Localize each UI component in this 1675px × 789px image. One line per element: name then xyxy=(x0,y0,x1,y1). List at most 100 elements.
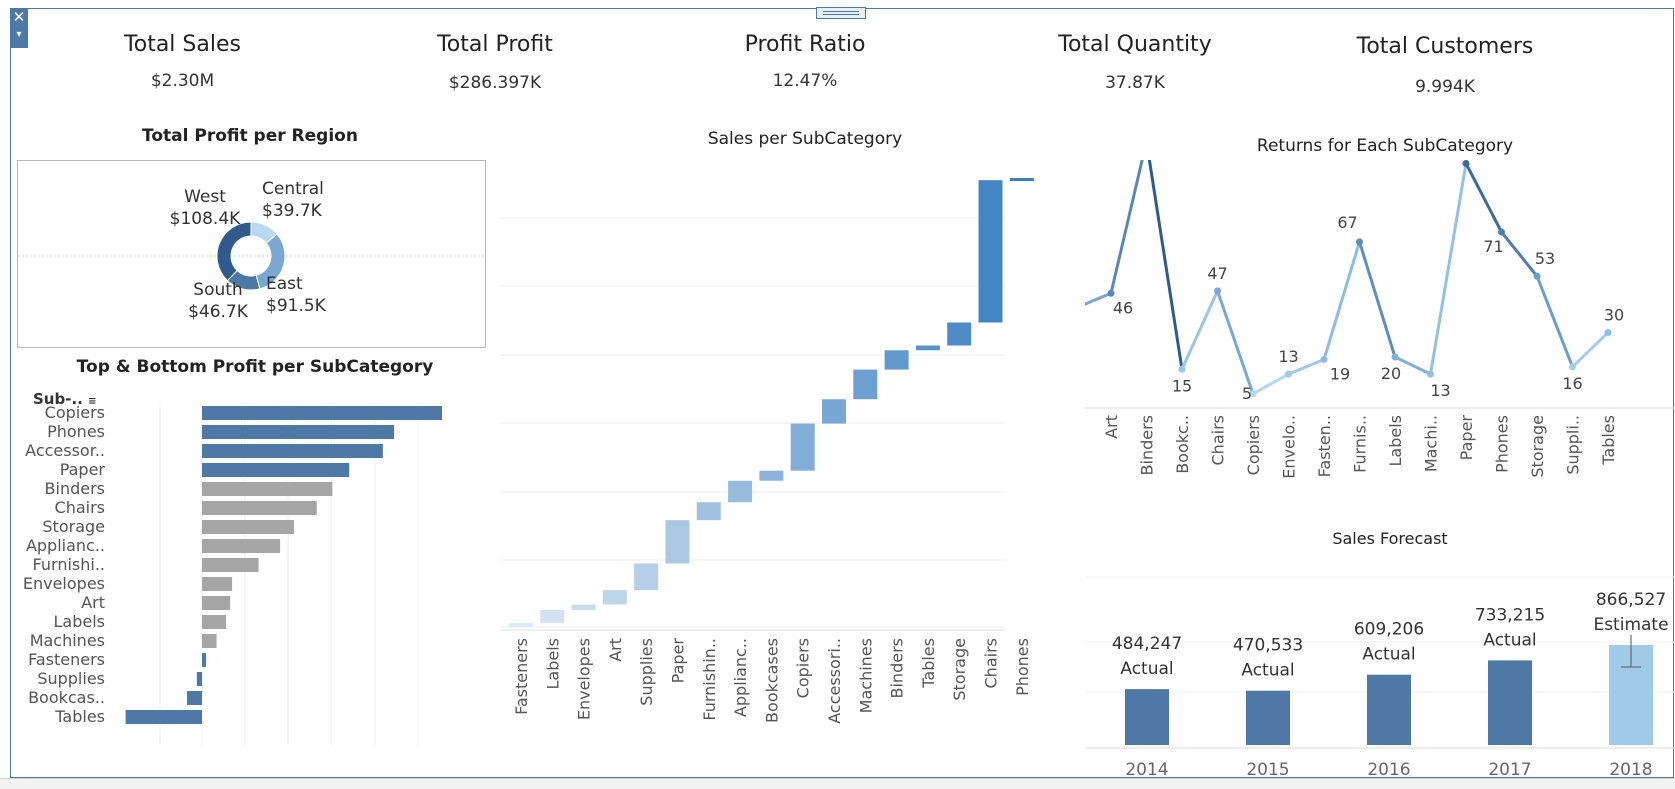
line-segment xyxy=(1180,290,1219,370)
data-point[interactable] xyxy=(1178,365,1186,373)
bar[interactable] xyxy=(790,423,815,471)
bar[interactable] xyxy=(1125,689,1169,745)
data-point[interactable] xyxy=(1533,272,1541,280)
category-label: Supplies xyxy=(37,669,105,688)
tick-label: Suppli.. xyxy=(1564,415,1583,475)
category-label: Accessor.. xyxy=(25,441,105,460)
sales-chart[interactable]: Fasteners Labels Envelopes Art Supplies Paper… xyxy=(500,160,1100,770)
bar[interactable] xyxy=(665,520,690,564)
forecast-chart[interactable]: 484,247 Actual 2014 470,533 Actual 2015 609,20… xyxy=(1085,552,1675,782)
sort-icon[interactable]: ≡ xyxy=(88,396,97,407)
bar[interactable] xyxy=(202,577,233,591)
region-chart[interactable]: West $108.4K Central $39.7K East $91.5K Sou… xyxy=(17,160,486,348)
category-label: Envelopes xyxy=(23,574,105,593)
bar[interactable] xyxy=(202,520,294,534)
category-label: Applianc.. xyxy=(26,536,105,555)
category-label: Furnishi.. xyxy=(33,555,105,574)
category-label: Fasteners xyxy=(28,650,105,669)
bar[interactable] xyxy=(202,501,317,515)
dashboard-controls[interactable]: ✕ ▾ xyxy=(10,8,28,48)
bar[interactable] xyxy=(202,615,226,629)
bar[interactable] xyxy=(540,609,565,623)
data-point[interactable] xyxy=(1569,363,1576,371)
tick-label: Applia.. xyxy=(1085,415,1086,475)
tick-label: Copiers xyxy=(1244,415,1263,475)
data-point[interactable] xyxy=(1356,238,1363,246)
data-point[interactable] xyxy=(1249,390,1257,398)
bar[interactable] xyxy=(202,596,231,610)
bar[interactable] xyxy=(509,622,533,627)
value-label: 484,247 xyxy=(1112,634,1182,654)
kpi-value: $2.30M xyxy=(150,71,215,91)
bar[interactable] xyxy=(202,558,259,572)
bar[interactable] xyxy=(602,590,627,605)
slice-west[interactable] xyxy=(216,221,252,282)
line-segment xyxy=(1535,275,1574,368)
bar[interactable] xyxy=(634,563,659,591)
donut-chart[interactable] xyxy=(216,221,286,291)
tick-label: Envelo.. xyxy=(1280,415,1299,479)
bar[interactable] xyxy=(915,345,940,351)
line-segment xyxy=(1394,355,1432,376)
region-chart-title: Total Profit per Region xyxy=(142,126,358,146)
drag-handle[interactable] xyxy=(816,7,866,19)
bar[interactable] xyxy=(884,350,909,370)
data-point[interactable] xyxy=(1604,329,1612,336)
data-point[interactable] xyxy=(1498,228,1505,236)
bar[interactable] xyxy=(822,399,846,424)
data-point[interactable] xyxy=(1462,160,1470,167)
data-point[interactable] xyxy=(1391,353,1399,361)
bar[interactable] xyxy=(728,480,753,503)
bar[interactable] xyxy=(571,604,596,610)
line-segment xyxy=(1252,372,1290,396)
topbottom-chart[interactable]: CopiersPhonesAccessor..PaperBindersChair… xyxy=(15,405,485,750)
bar[interactable] xyxy=(202,425,395,439)
data-point[interactable] xyxy=(1214,287,1221,295)
bar[interactable] xyxy=(853,369,878,400)
year-label: 2014 xyxy=(1125,760,1168,780)
tick-label: Storage xyxy=(1528,415,1547,478)
data-point[interactable] xyxy=(1107,289,1115,297)
chevron-down-icon[interactable]: ▾ xyxy=(16,29,22,40)
bar[interactable] xyxy=(947,322,972,346)
kpi-value: $286.397K xyxy=(448,73,542,93)
bar[interactable] xyxy=(202,482,333,496)
year-label: 2017 xyxy=(1488,760,1531,780)
data-point[interactable] xyxy=(1285,370,1292,378)
close-icon[interactable]: ✕ xyxy=(12,8,26,26)
year-label: 2018 xyxy=(1609,760,1652,780)
bar[interactable] xyxy=(1488,660,1532,745)
bar[interactable] xyxy=(202,634,217,648)
bar[interactable] xyxy=(1367,674,1411,745)
data-point[interactable] xyxy=(1320,355,1328,363)
data-point[interactable] xyxy=(1427,370,1434,378)
bar[interactable] xyxy=(202,463,350,477)
line-segment xyxy=(1287,358,1325,376)
kpi-value: 37.87K xyxy=(1105,73,1165,93)
slice-name: West xyxy=(184,187,226,207)
bar[interactable] xyxy=(978,180,1003,323)
bar[interactable] xyxy=(125,710,202,724)
bar[interactable] xyxy=(202,444,383,458)
returns-chart[interactable]: 52Access..40Applia..46Art108Binders15Boo… xyxy=(1085,160,1675,520)
bar[interactable] xyxy=(759,470,784,481)
bar[interactable] xyxy=(1009,178,1034,181)
topbottom-chart-title: Top & Bottom Profit per SubCategory xyxy=(76,357,434,377)
tick-label: Art xyxy=(606,638,625,662)
bar[interactable] xyxy=(696,502,721,521)
kind-label: Actual xyxy=(1241,661,1294,681)
category-label: Chairs xyxy=(55,498,105,517)
bar[interactable] xyxy=(187,691,202,705)
bar[interactable] xyxy=(202,539,281,553)
column-header[interactable]: Sub-.. ≡ xyxy=(33,390,96,408)
bar[interactable] xyxy=(196,672,202,686)
tick-label: Machines xyxy=(856,638,875,713)
bar[interactable] xyxy=(1246,690,1290,745)
category-label: Phones xyxy=(47,422,105,441)
bar[interactable] xyxy=(202,653,207,667)
data-label: 46 xyxy=(1113,298,1133,317)
slice-value: $108.4K xyxy=(169,209,241,229)
slice-label-south: South $46.7K xyxy=(158,279,278,323)
bar[interactable] xyxy=(202,406,442,420)
line-segment xyxy=(1216,290,1255,395)
